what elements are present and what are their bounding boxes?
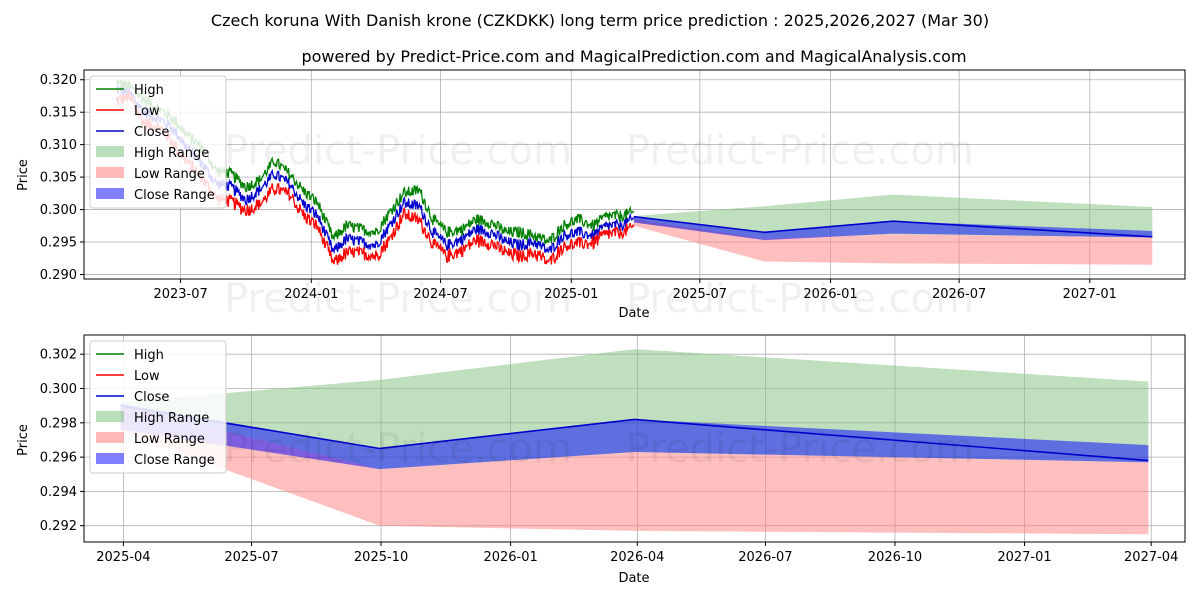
watermark-top-left: Predict-Price.com [224, 128, 572, 174]
low-range-band [633, 219, 1153, 265]
legend-low-range-label: Low Range [134, 167, 205, 182]
y-tick-label: 0.315 [40, 106, 77, 121]
x-tick-label: 2027-01 [997, 550, 1051, 565]
chart-title: Czech koruna With Danish krone (CZKDKK) … [211, 11, 989, 30]
bottom-x-ticks: 2025-04 2025-07 2025-10 2026-01 2026-04 2026-… [96, 542, 1178, 565]
legend-close-range-swatch [96, 188, 124, 199]
watermark-mid-right: Predict-Price.com [626, 276, 974, 322]
x-tick-label: 2023-07 [153, 287, 207, 302]
legend-low-label: Low [134, 369, 160, 384]
watermark-bottom-left: Predict-Price.com [224, 426, 572, 472]
y-tick-label: 0.294 [40, 485, 77, 500]
x-tick-label: 2026-01 [483, 550, 537, 565]
legend-low-range-swatch [96, 167, 124, 178]
legend-high-range-swatch [96, 411, 124, 422]
low-range-band [120, 405, 1149, 535]
y-tick-label: 0.305 [40, 171, 77, 186]
x-tick-label: 2026-10 [868, 550, 922, 565]
bottom-axes-frame [83, 334, 1186, 543]
x-tick-label: 2026-01 [803, 287, 857, 302]
top-legend: High Low Close High Range Low Range Close Ran… [89, 75, 227, 209]
y-tick-label: 0.290 [40, 268, 77, 283]
close-forecast-line [120, 404, 1149, 462]
legend-close-label: Close [134, 390, 169, 405]
legend-high-range-label: High Range [134, 411, 209, 426]
x-tick-label: 2027-01 [1063, 287, 1117, 302]
chart-subtitle: powered by Predict-Price.com and Magical… [301, 47, 966, 66]
y-tick-label: 0.302 [40, 348, 77, 363]
y-tick-label: 0.310 [40, 138, 77, 153]
top-marks [115, 79, 1153, 265]
top-y-ticks: 0.290 0.295 0.300 0.305 0.310 0.315 0.320 [40, 73, 84, 283]
y-tick-label: 0.298 [40, 416, 77, 431]
y-tick-label: 0.296 [40, 451, 77, 466]
bottom-x-axis-label: Date [618, 571, 649, 586]
top-x-ticks: 2023-07 2024-01 2024-07 2025-01 2025-07 2026-… [153, 279, 1117, 302]
x-tick-label: 2024-01 [284, 287, 338, 302]
watermark-top-right: Predict-Price.com [626, 128, 974, 174]
bottom-y-ticks: 0.292 0.294 0.296 0.298 0.300 0.302 [40, 348, 84, 534]
legend-high-label: High [134, 83, 164, 98]
bottom-y-axis-label: Price [16, 424, 31, 456]
bottom-marks [120, 349, 1149, 535]
close-forecast-line [633, 215, 1153, 238]
x-tick-label: 2025-04 [96, 550, 150, 565]
x-tick-label: 2026-04 [610, 550, 664, 565]
legend-low-range-label: Low Range [134, 432, 205, 447]
bottom-legend: High Low Close High Range Low Range Close Ran… [89, 340, 227, 474]
legend-high-range-label: High Range [134, 146, 209, 161]
top-chart-panel: Predict-Price.com Predict-Price.com Pred… [16, 69, 1186, 322]
x-tick-label: 2025-01 [544, 287, 598, 302]
x-tick-label: 2025-07 [224, 550, 278, 565]
legend-close-range-label: Close Range [134, 453, 215, 468]
legend-close-range-label: Close Range [134, 188, 215, 203]
y-tick-label: 0.295 [40, 236, 77, 251]
top-x-axis-label: Date [618, 306, 649, 321]
top-y-axis-label: Price [16, 159, 31, 191]
legend-low-label: Low [134, 104, 160, 119]
x-tick-label: 2027-04 [1124, 550, 1178, 565]
watermark-mid-left: Predict-Price.com [224, 276, 572, 322]
y-tick-label: 0.292 [40, 519, 77, 534]
x-tick-label: 2024-07 [413, 287, 467, 302]
legend-close-range-swatch [96, 453, 124, 464]
bottom-chart-panel: Predict-Price.com Predict-Price.com 0.29… [16, 334, 1186, 586]
legend-close-label: Close [134, 125, 169, 140]
x-tick-label: 2026-07 [932, 287, 986, 302]
x-tick-label: 2026-07 [738, 550, 792, 565]
watermark-bottom-right: Predict-Price.com [626, 426, 974, 472]
top-axes-frame [83, 69, 1186, 280]
close-range-band [120, 403, 1149, 470]
legend-low-range-swatch [96, 432, 124, 443]
legend-high-label: High [134, 348, 164, 363]
legend-high-range-swatch [96, 146, 124, 157]
y-tick-label: 0.320 [40, 73, 77, 88]
x-tick-label: 2025-07 [673, 287, 727, 302]
close-range-band [633, 216, 1153, 241]
y-tick-label: 0.300 [40, 203, 77, 218]
y-tick-label: 0.300 [40, 382, 77, 397]
x-tick-label: 2025-10 [354, 550, 408, 565]
